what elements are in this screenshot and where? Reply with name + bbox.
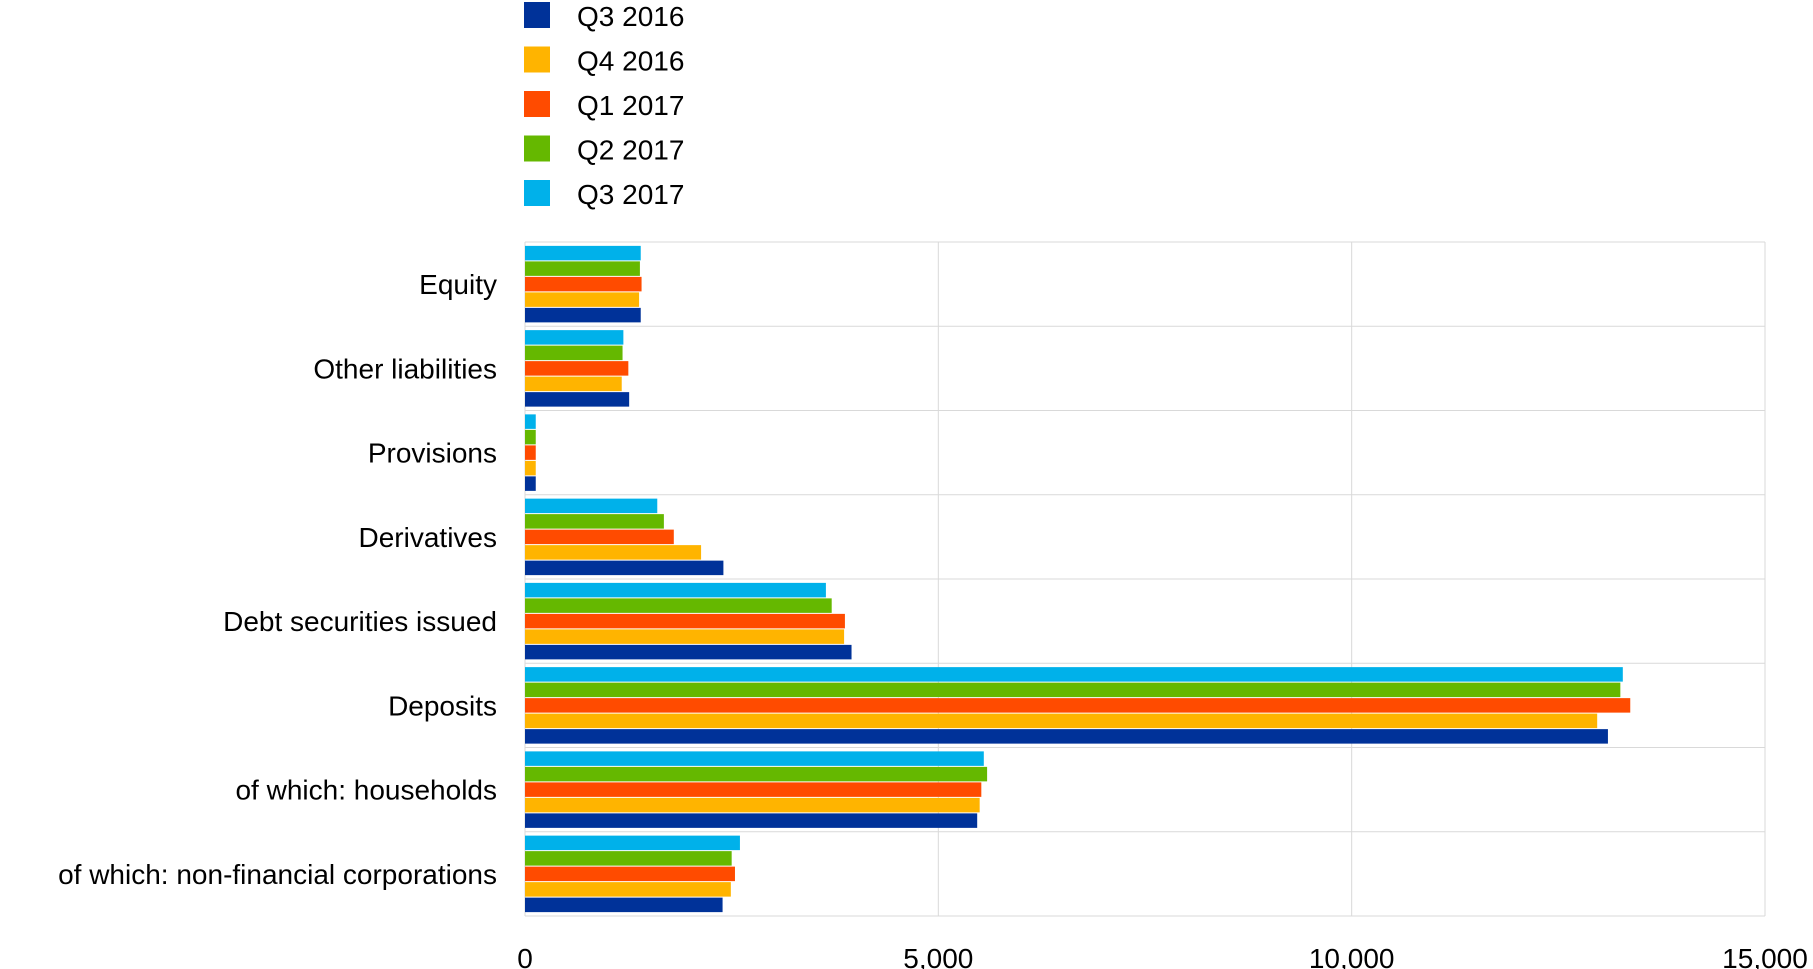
- legend-swatch: [524, 180, 550, 206]
- bar: [525, 330, 624, 345]
- bar: [525, 729, 1608, 744]
- bar: [525, 866, 735, 882]
- x-tick-label: 15,000: [1722, 943, 1808, 969]
- bar: [525, 476, 536, 491]
- bar: [525, 835, 740, 851]
- bar: [525, 498, 658, 514]
- bar: [525, 292, 640, 307]
- category-label: Equity: [419, 269, 497, 300]
- bar: [525, 629, 845, 644]
- bar: [525, 782, 982, 797]
- bar: [525, 514, 664, 529]
- bar: [525, 882, 731, 897]
- category-label: of which: non-financial corporations: [58, 859, 497, 890]
- legend-swatch: [524, 91, 550, 117]
- legend-swatch: [524, 135, 550, 162]
- bar: [525, 361, 629, 376]
- bar: [525, 392, 630, 407]
- category-label: Deposits: [388, 690, 497, 721]
- category-label: Provisions: [368, 438, 497, 469]
- bar: [525, 414, 536, 429]
- legend-label: Q3 2017: [577, 179, 684, 210]
- bar: [525, 276, 642, 292]
- category-labels: Equity Other liabilities Provisions Derivat…: [58, 269, 497, 890]
- x-axis-ticks: 0 5,000 10,000 15,000: [517, 943, 1808, 969]
- category-label: of which: households: [235, 775, 497, 806]
- bar: [525, 766, 988, 782]
- bar: [525, 429, 536, 445]
- bar: [525, 751, 984, 766]
- bar: [525, 245, 641, 261]
- bar: [525, 345, 623, 361]
- category-label: Other liabilities: [313, 353, 497, 384]
- bar: [525, 307, 641, 323]
- bar: [525, 698, 1631, 713]
- legend-label: Q1 2017: [577, 90, 684, 121]
- bar: [525, 667, 1623, 682]
- bar: [525, 797, 980, 813]
- bar: [525, 445, 536, 460]
- bar: [525, 682, 1621, 698]
- bar: [525, 545, 702, 560]
- bar: [525, 897, 723, 913]
- category-label: Derivatives: [359, 522, 497, 553]
- bars: [525, 245, 1631, 913]
- bar: [525, 582, 826, 598]
- bar: [525, 813, 978, 828]
- bar: [525, 460, 536, 476]
- legend-label: Q4 2016: [577, 46, 684, 77]
- bar: [525, 613, 845, 629]
- grid: [524, 241, 1766, 917]
- bar: [525, 529, 674, 545]
- legend-label: Q3 2016: [577, 1, 684, 32]
- bar: [525, 598, 832, 613]
- bar: [525, 644, 852, 660]
- legend-label: Q2 2017: [577, 135, 684, 166]
- bar: [525, 261, 640, 276]
- legend-swatch: [524, 2, 550, 28]
- category-label: Debt securities issued: [223, 606, 497, 637]
- legend: Q3 2016 Q4 2016 Q1 2017 Q2 2017 Q3 2017: [524, 1, 684, 210]
- x-tick-label: 0: [517, 943, 533, 969]
- bar: [525, 851, 732, 866]
- bar: [525, 560, 724, 576]
- bar: [525, 376, 622, 392]
- x-tick-label: 5,000: [903, 943, 973, 969]
- x-tick-label: 10,000: [1309, 943, 1395, 969]
- legend-swatch: [524, 46, 550, 73]
- bar: [525, 713, 1598, 729]
